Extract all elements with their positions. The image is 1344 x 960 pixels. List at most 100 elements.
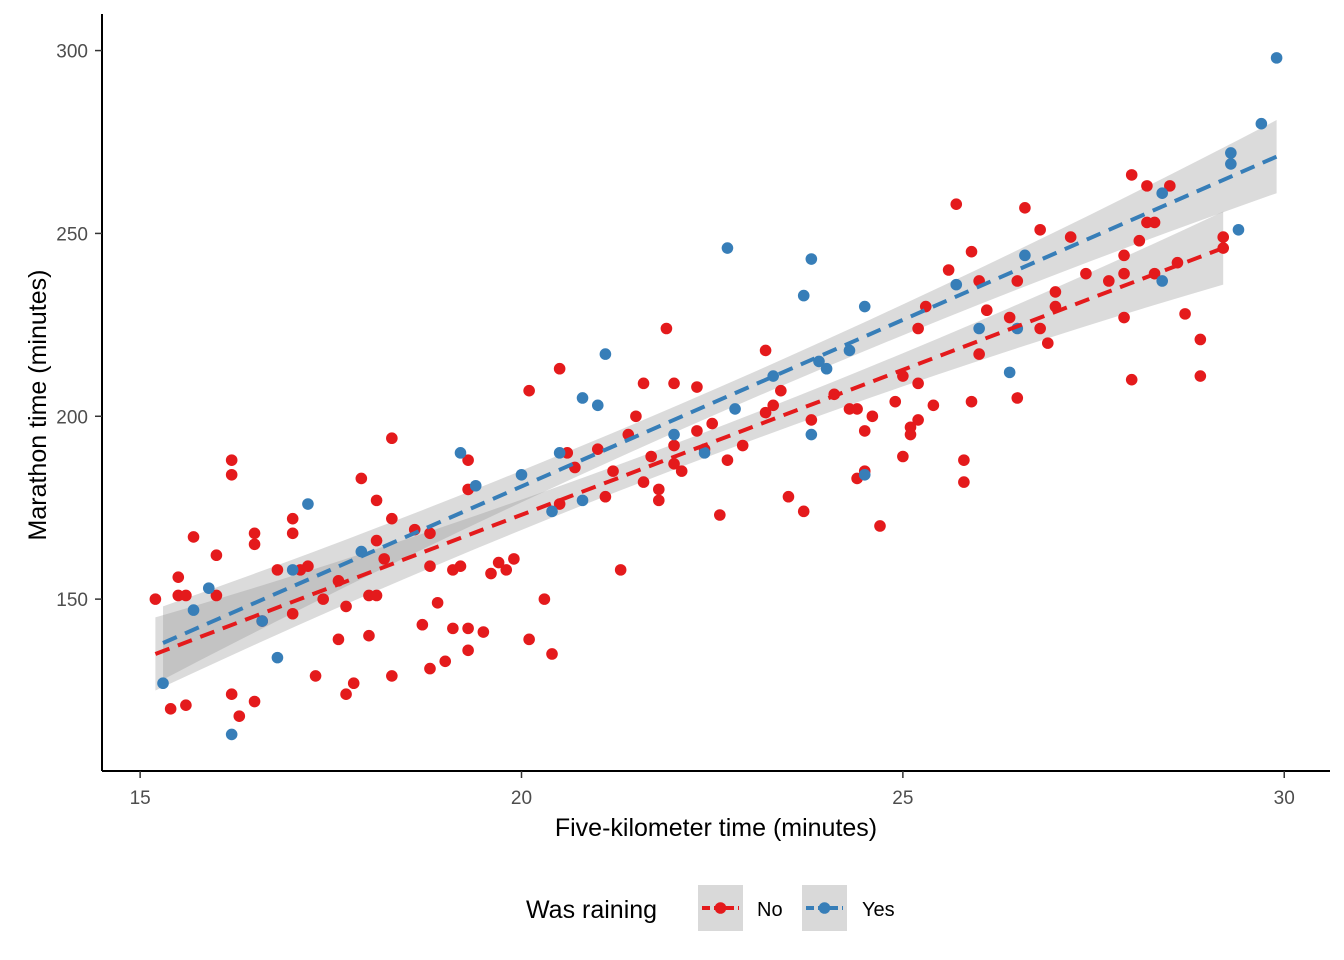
- data-point-no: [386, 512, 398, 525]
- data-point-yes: [1156, 187, 1168, 199]
- data-point-no: [248, 527, 261, 540]
- data-point-no: [614, 564, 627, 576]
- data-point-no: [1125, 373, 1138, 386]
- data-point-no: [462, 622, 474, 635]
- data-point-no: [652, 483, 665, 496]
- data-point-no: [447, 622, 459, 635]
- data-point-no: [874, 520, 886, 532]
- x-tick-label: 15: [130, 788, 151, 809]
- data-point-no: [637, 476, 650, 488]
- data-point-no: [271, 564, 284, 576]
- data-point-no: [248, 695, 261, 708]
- data-point-no: [286, 512, 299, 525]
- legend-label-no: No: [757, 899, 783, 921]
- y-axis-title: Marathon time (minutes): [24, 270, 52, 541]
- data-point-no: [775, 384, 787, 397]
- data-point-no: [1064, 231, 1077, 243]
- x-axis-ticks: 15 20 25 30: [130, 771, 1295, 809]
- data-point-no: [759, 406, 772, 419]
- data-point-yes: [973, 322, 985, 335]
- data-point-no: [286, 527, 299, 540]
- data-point-no: [958, 454, 970, 466]
- data-point-no: [462, 454, 474, 466]
- data-point-no: [1080, 267, 1092, 280]
- data-point-yes: [256, 615, 268, 627]
- data-point-no: [904, 421, 917, 434]
- data-point-no: [180, 589, 192, 602]
- data-point-no: [736, 439, 749, 452]
- data-point-no: [523, 384, 535, 397]
- data-point-no: [1125, 169, 1138, 181]
- data-point-no: [1034, 223, 1046, 236]
- data-point-yes: [843, 344, 856, 357]
- data-point-no: [485, 567, 497, 580]
- data-point-no: [180, 699, 192, 711]
- data-point-no: [805, 414, 818, 426]
- data-point-no: [1118, 311, 1130, 324]
- data-point-no: [424, 560, 436, 573]
- confidence-band-no: [155, 211, 1224, 691]
- trend-line-yes: [162, 154, 1278, 645]
- legend-key-point-yes: [818, 902, 831, 914]
- data-point-no: [225, 688, 238, 701]
- data-point-no: [1011, 275, 1024, 287]
- data-point-no: [363, 629, 375, 642]
- data-point-no: [233, 710, 246, 722]
- data-point-no: [912, 414, 924, 426]
- data-point-yes: [546, 505, 558, 518]
- data-point-yes: [1255, 117, 1268, 130]
- data-point-yes: [302, 498, 314, 510]
- data-point-no: [1148, 216, 1161, 229]
- legend-label-yes: Yes: [862, 899, 895, 921]
- data-point-no: [866, 410, 879, 423]
- data-point-no: [172, 571, 185, 583]
- data-point-no: [332, 633, 345, 646]
- data-point-no: [1049, 286, 1062, 298]
- data-point-yes: [668, 428, 680, 441]
- trend-lines: [154, 154, 1278, 656]
- data-point-no: [317, 593, 329, 605]
- data-point-no: [210, 549, 223, 562]
- data-point-no: [691, 425, 703, 437]
- x-tick-label: 30: [1274, 788, 1295, 809]
- trend-line-no: [154, 246, 1224, 656]
- data-point-no: [630, 410, 642, 423]
- data-point-no: [668, 458, 680, 470]
- data-point-no: [599, 490, 612, 503]
- data-point-yes: [286, 564, 299, 576]
- data-point-yes: [576, 494, 589, 507]
- x-axis-title: Five-kilometer time (minutes): [555, 814, 877, 842]
- data-point-yes: [599, 348, 612, 360]
- data-point-no: [591, 443, 604, 455]
- data-point-yes: [1225, 147, 1237, 159]
- data-point-no: [538, 593, 551, 605]
- data-point-no: [1164, 180, 1176, 192]
- data-point-yes: [805, 253, 818, 265]
- legend-key-point-no: [714, 902, 727, 914]
- data-point-no: [958, 476, 970, 488]
- x-tick-label: 25: [892, 788, 913, 809]
- data-point-no: [309, 670, 322, 682]
- data-point-yes: [1270, 52, 1283, 64]
- data-point-no: [302, 560, 314, 573]
- data-point-no: [797, 505, 810, 518]
- y-tick-label: 200: [56, 407, 88, 428]
- data-point-no: [500, 564, 513, 576]
- data-point-yes: [858, 468, 871, 481]
- data-point-no: [897, 450, 909, 463]
- data-point-yes: [721, 242, 734, 254]
- data-point-no: [1034, 322, 1046, 335]
- data-point-yes: [950, 278, 963, 291]
- data-point-no: [721, 454, 734, 466]
- data-point-no: [378, 553, 391, 565]
- data-point-yes: [553, 447, 566, 459]
- data-point-no: [973, 348, 985, 360]
- data-point-no: [340, 688, 352, 701]
- data-point-no: [1103, 275, 1115, 287]
- data-point-yes: [1225, 158, 1237, 170]
- data-point-yes: [454, 447, 467, 459]
- data-point-no: [607, 465, 619, 477]
- data-point-yes: [1156, 275, 1168, 287]
- data-point-no: [149, 593, 162, 605]
- data-point-no: [424, 662, 436, 675]
